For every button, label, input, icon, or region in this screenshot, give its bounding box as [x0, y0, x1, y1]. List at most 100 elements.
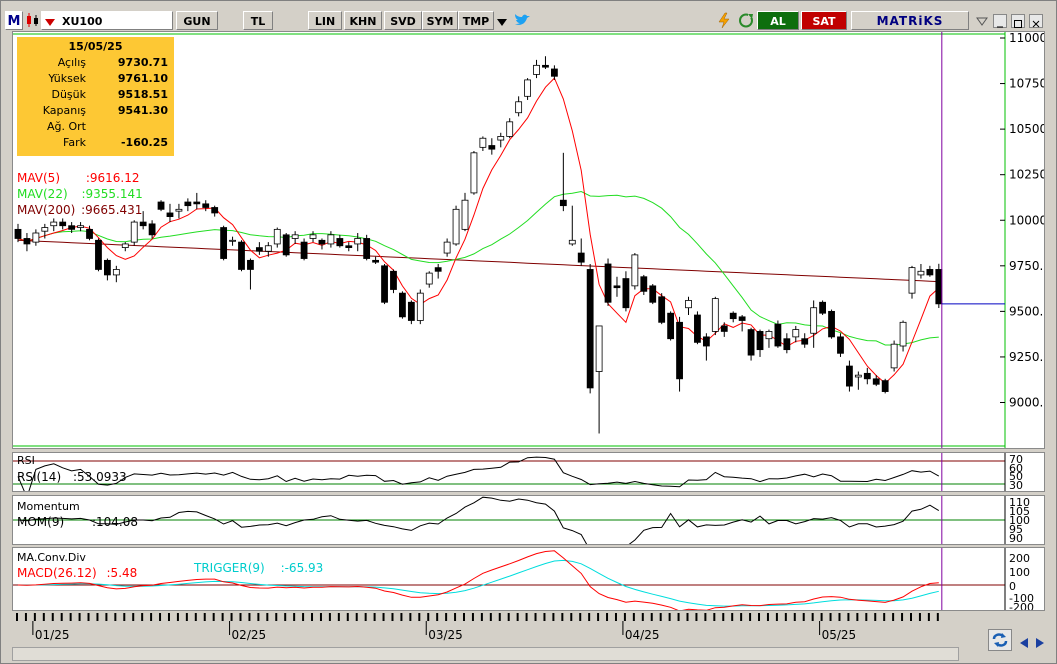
- candle-body: [810, 307, 818, 334]
- minimize-icon[interactable]: [993, 14, 1007, 28]
- mav22-legend[interactable]: MAV(22) :9355.141: [17, 187, 143, 201]
- momentum-legend[interactable]: MOM(9) :104.08: [17, 515, 138, 529]
- candle-body: [551, 68, 558, 77]
- macd-value: :5.48: [106, 566, 138, 580]
- momentum-panel[interactable]: 110 105 100 95 90: [12, 495, 1045, 552]
- candle-body: [443, 241, 451, 254]
- candle-body: [425, 272, 433, 285]
- candle-body: [872, 378, 880, 385]
- scroll-left-icon[interactable]: [1017, 635, 1031, 654]
- info-value: 9761.10: [117, 72, 168, 85]
- options-dropdown-icon[interactable]: [975, 13, 989, 32]
- candle-body: [407, 301, 415, 321]
- candle-body: [157, 201, 165, 210]
- chart-type-icon[interactable]: [25, 12, 41, 28]
- candle-body: [255, 247, 263, 252]
- mav22-label: MAV(22): [17, 187, 68, 201]
- candle-body: [282, 234, 290, 256]
- candle-body: [104, 259, 111, 276]
- candle-body: [193, 201, 201, 205]
- candle-body: [720, 325, 728, 332]
- svd-button[interactable]: SVD: [384, 11, 422, 30]
- macd-tick-label: 0: [1009, 580, 1016, 593]
- refresh-icon[interactable]: [737, 12, 755, 29]
- sync-icon[interactable]: [988, 629, 1012, 651]
- mav200-value: :9665.431: [81, 203, 143, 217]
- mav200-legend[interactable]: MAV(200) :9665.431: [17, 203, 142, 217]
- candle-body: [68, 225, 76, 230]
- candle-body: [899, 321, 907, 347]
- mav22-value: :9355.141: [81, 187, 143, 201]
- candle-body: [479, 137, 487, 148]
- candle-body: [14, 228, 22, 239]
- candle-body: [640, 276, 648, 292]
- rsi-value: :53.0933: [72, 470, 127, 484]
- period-button[interactable]: GUN: [176, 11, 218, 30]
- mav22-line: [17, 190, 939, 346]
- chart-toolbar: M XU100 GUN TL LIN KHN SVD SYM TMP AL SA…: [3, 11, 1054, 31]
- currency-button[interactable]: TL: [243, 11, 273, 30]
- candle-body: [765, 331, 773, 340]
- candle-body: [488, 145, 496, 150]
- candle-body: [264, 245, 272, 252]
- rsi-panel[interactable]: 70 60 50 30: [12, 452, 1045, 499]
- candle-body: [434, 267, 442, 272]
- y-tick-label: 10250.00: [1009, 168, 1044, 182]
- mom-tick-label: 105: [1009, 505, 1030, 518]
- candle-body: [801, 338, 809, 345]
- rsi-title: RSI: [17, 454, 35, 467]
- price-plot[interactable]: 9000.00 9250.00 9500.00 9750.00 10000.00 1025…: [12, 31, 1057, 449]
- buy-button[interactable]: AL: [757, 11, 799, 30]
- y-tick-label: 10000.00: [1009, 213, 1044, 227]
- scroll-right-icon[interactable]: [1033, 635, 1047, 654]
- lightning-icon[interactable]: [715, 12, 733, 29]
- trigger-legend[interactable]: TRIGGER(9) :-65.93: [194, 561, 323, 575]
- mav5-value: :9616.12: [85, 171, 140, 185]
- scrollbar[interactable]: [12, 647, 959, 661]
- symbol-dropdown-icon[interactable]: [43, 14, 57, 27]
- khn-button[interactable]: KHN: [344, 11, 382, 30]
- tmp-button[interactable]: TMP: [458, 11, 494, 30]
- candle-body: [139, 221, 147, 227]
- scale-button[interactable]: LIN: [308, 11, 342, 30]
- candle-body: [291, 234, 299, 239]
- symbol-field[interactable]: XU100: [41, 11, 173, 30]
- macd-tick-label: -100: [1009, 592, 1034, 605]
- sell-button[interactable]: SAT: [801, 11, 847, 30]
- maximize-icon[interactable]: [1011, 14, 1025, 28]
- tmp-dropdown-icon[interactable]: [495, 14, 509, 33]
- candle-body: [416, 292, 424, 321]
- y-tick-label: 9000.00: [1009, 396, 1044, 410]
- candle-body: [506, 121, 514, 137]
- sym-button[interactable]: SYM: [422, 11, 458, 30]
- trigger-value: :-65.93: [280, 561, 324, 575]
- info-row-avg: Ağ. Ort: [17, 120, 174, 135]
- info-value: -160.25: [120, 136, 168, 149]
- candle-body: [381, 265, 388, 303]
- trigger-label: TRIGGER(9): [194, 561, 265, 575]
- menu-button[interactable]: M: [5, 11, 23, 30]
- candle-body: [702, 336, 710, 347]
- rsi-legend[interactable]: RSI(14) :53.0933: [17, 470, 127, 484]
- close-icon[interactable]: [1029, 14, 1043, 28]
- info-value: 9541.30: [117, 104, 168, 117]
- price-chart-svg: 9000.00 9250.00 9500.00 9750.00 10000.00 1025…: [13, 31, 1057, 448]
- candle-body: [336, 238, 344, 247]
- candle-body: [318, 239, 326, 245]
- mom-tick-label: 110: [1009, 496, 1030, 509]
- info-value: 9518.51: [117, 88, 168, 101]
- candle-body: [533, 64, 540, 75]
- macd-legend[interactable]: MACD(26.12) :5.48: [17, 566, 137, 580]
- candle-body: [372, 259, 380, 263]
- candle-body: [247, 259, 254, 270]
- macd-title: MA.Conv.Div: [17, 551, 86, 564]
- macd-panel[interactable]: 200 100 0 -100 -200: [12, 547, 1045, 614]
- rsi-tick-label: 30: [1009, 479, 1023, 491]
- mav5-legend[interactable]: MAV(5) :9616.12: [17, 171, 140, 185]
- mav200-line: [17, 239, 939, 283]
- twitter-icon[interactable]: [513, 13, 531, 32]
- candle-body: [837, 336, 844, 354]
